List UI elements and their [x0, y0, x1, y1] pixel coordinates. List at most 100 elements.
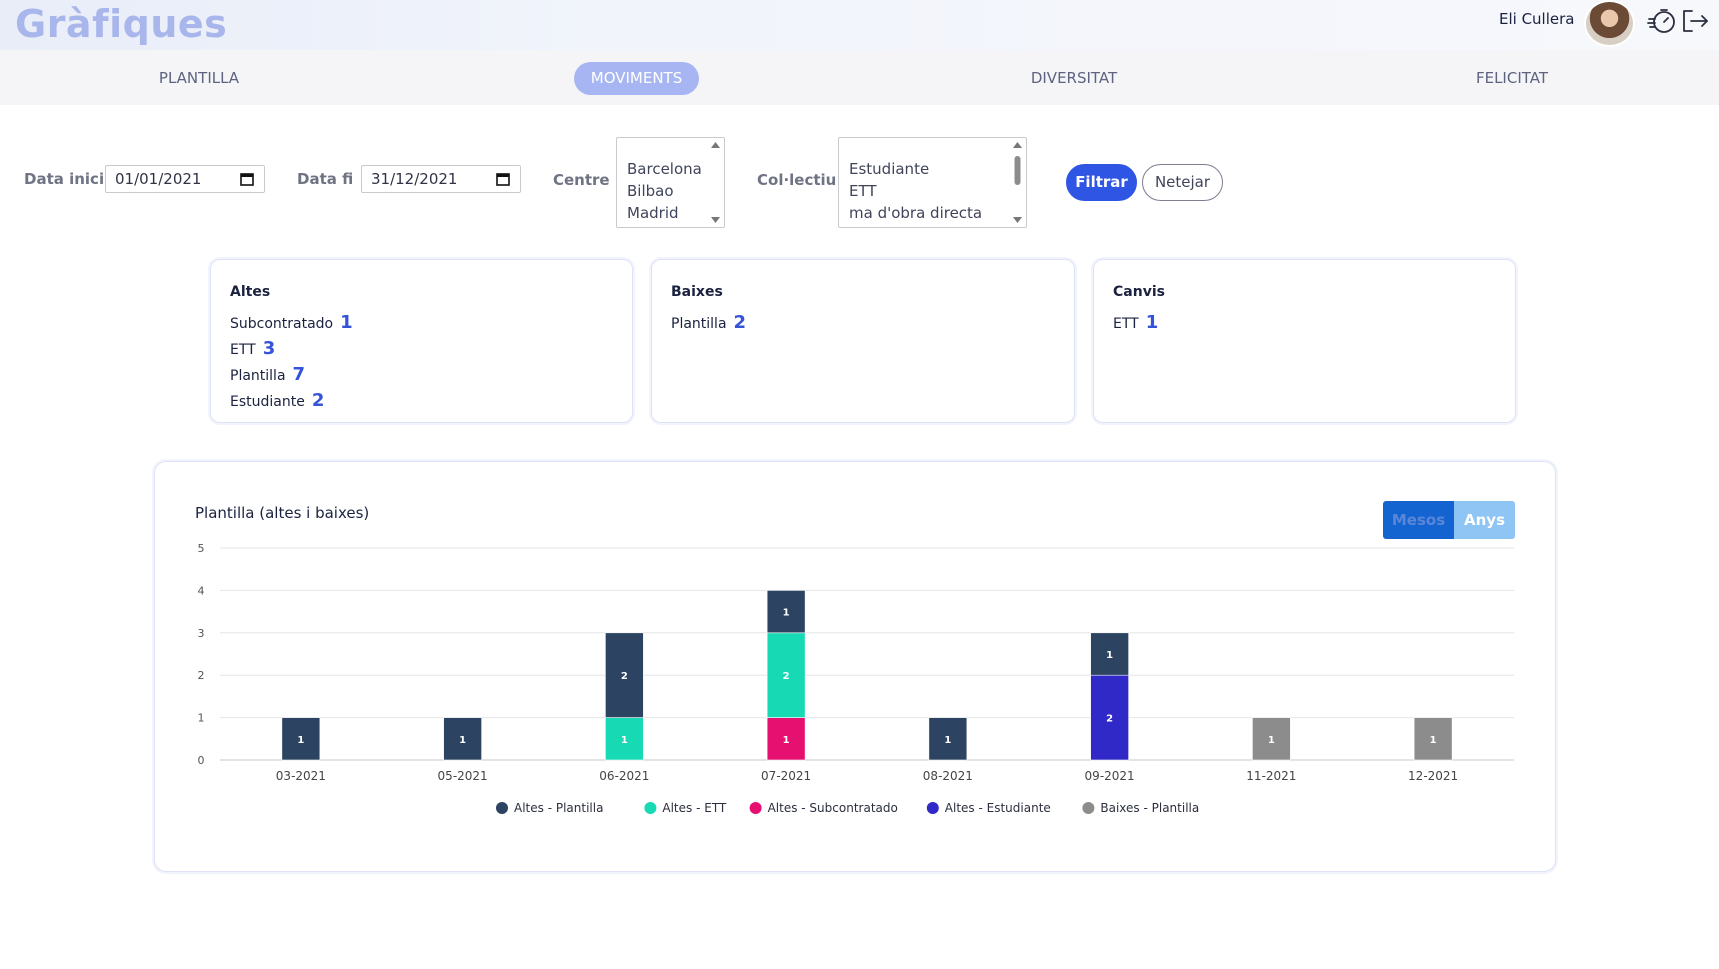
chart-bar — [605, 717, 644, 761]
card-title: Baixes — [671, 284, 723, 300]
tab-diversitat[interactable]: DIVERSITAT — [1030, 69, 1118, 87]
nav-bar — [0, 50, 1719, 105]
x-tick-label: 12-2021 — [1408, 769, 1458, 783]
data-label: 1 — [1268, 735, 1275, 746]
card-title: Altes — [230, 284, 271, 300]
y-tick-label: 3 — [198, 627, 205, 640]
baixes-card: Baixes Plantilla 2 — [651, 259, 1075, 423]
calendar-icon — [240, 173, 254, 186]
chart-bar — [1090, 674, 1129, 761]
list-item: Subcontratado 1 — [230, 312, 353, 333]
row-count: 3 — [262, 338, 276, 359]
x-tick-label: 03-2021 — [276, 769, 326, 783]
years-toggle[interactable]: Anys — [1454, 501, 1515, 539]
data-label: 1 — [459, 735, 466, 746]
avatar[interactable] — [1584, 0, 1635, 47]
end-date-value: 31/12/2021 — [371, 170, 458, 188]
row-label: ETT — [1113, 316, 1139, 332]
centre-label: Centre — [553, 171, 610, 189]
data-label: 2 — [621, 671, 628, 682]
data-label: 1 — [783, 735, 790, 746]
row-label: Estudiante — [230, 394, 305, 410]
data-label: 2 — [783, 671, 790, 682]
legend-item: Baixes - Plantilla — [1100, 801, 1199, 815]
tab-plantilla[interactable]: PLANTILLA — [158, 69, 240, 87]
collectiu-listbox[interactable]: Estudiante ETT ma d'obra directa — [838, 137, 1027, 228]
x-tick-label: 09-2021 — [1085, 769, 1135, 783]
centre-option[interactable]: Bilbao — [627, 182, 674, 200]
x-tick-label: 08-2021 — [923, 769, 973, 783]
data-label: 1 — [297, 735, 304, 746]
legend-item: Altes - Estudiante — [945, 801, 1051, 815]
row-label: Subcontratado — [230, 316, 334, 332]
legend-item: Altes - ETT — [662, 801, 727, 815]
data-label: 1 — [621, 735, 628, 746]
months-toggle[interactable]: Mesos — [1383, 501, 1454, 539]
filter-button[interactable]: Filtrar — [1066, 164, 1137, 201]
chart-title: Plantilla (altes i baixes) — [195, 504, 370, 522]
data-label: 1 — [1430, 735, 1437, 746]
data-label: 1 — [944, 735, 951, 746]
row-count: 7 — [292, 364, 306, 385]
chart-bar — [605, 632, 644, 718]
calendar-icon — [496, 173, 510, 186]
canvis-card: Canvis ETT 1 — [1093, 259, 1516, 423]
y-tick-label: 4 — [198, 584, 205, 597]
chart-card — [154, 461, 1556, 872]
scrollbar[interactable] — [710, 141, 721, 224]
legend-item: Altes - Plantilla — [514, 801, 603, 815]
clear-button[interactable]: Netejar — [1142, 164, 1223, 201]
collectiu-option[interactable]: ETT — [849, 182, 877, 200]
chart-bar — [766, 632, 806, 718]
scrollbar[interactable] — [1012, 141, 1023, 224]
collectiu-option[interactable]: Estudiante — [849, 160, 930, 178]
tab-felicitat[interactable]: FELICITAT — [1475, 69, 1549, 87]
chart-bar — [281, 717, 321, 761]
page-title: Gràfiques — [15, 2, 228, 46]
collectiu-option[interactable]: ma d'obra directa — [849, 204, 983, 222]
chart-bar — [1090, 632, 1129, 676]
x-tick-label: 11-2021 — [1246, 769, 1296, 783]
data-label: 1 — [783, 608, 790, 619]
legend-item: Altes - Subcontratado — [768, 801, 898, 815]
legend-marker — [1082, 802, 1095, 814]
list-item: Estudiante 2 — [230, 390, 324, 411]
y-tick-label: 2 — [198, 669, 205, 682]
legend-marker — [644, 802, 657, 814]
chart-bar — [766, 717, 806, 761]
list-item: ETT 1 — [1113, 312, 1158, 333]
centre-listbox[interactable]: Barcelona Bilbao Madrid — [616, 137, 725, 228]
logout-icon[interactable] — [1680, 6, 1710, 36]
tab-moviments[interactable]: MOVIMENTS — [574, 62, 699, 95]
y-tick-label: 0 — [198, 754, 205, 767]
legend-marker — [926, 802, 939, 814]
card-title: Canvis — [1113, 284, 1165, 300]
start-date-label: Data inici — [24, 170, 105, 188]
legend-marker — [496, 802, 508, 814]
row-count: 2 — [733, 312, 747, 333]
x-tick-label: 06-2021 — [599, 769, 649, 783]
start-date-input[interactable]: 01/01/2021 — [105, 165, 265, 193]
timer-icon[interactable] — [1647, 6, 1677, 36]
y-tick-label: 5 — [198, 542, 205, 555]
row-label: Plantilla — [671, 316, 727, 332]
legend-marker — [749, 802, 762, 814]
chart-bar — [1252, 717, 1291, 761]
end-date-input[interactable]: 31/12/2021 — [361, 165, 521, 193]
list-item: Plantilla 7 — [230, 364, 305, 385]
list-item: Plantilla 2 — [671, 312, 746, 333]
row-count: 1 — [340, 312, 353, 333]
centre-option[interactable]: Barcelona — [627, 160, 702, 178]
data-label: 2 — [1106, 714, 1113, 725]
y-tick-label: 1 — [198, 712, 205, 725]
collectiu-label: Col·lectiu — [757, 171, 837, 189]
user-name: Eli Cullera — [1499, 10, 1575, 28]
row-count: 2 — [311, 390, 325, 411]
row-label: Plantilla — [230, 368, 286, 384]
data-label: 1 — [1106, 650, 1113, 661]
centre-option[interactable]: Madrid — [627, 204, 679, 222]
chart-bar — [766, 590, 806, 634]
end-date-label: Data fi — [297, 170, 354, 188]
row-count: 1 — [1145, 312, 1159, 333]
